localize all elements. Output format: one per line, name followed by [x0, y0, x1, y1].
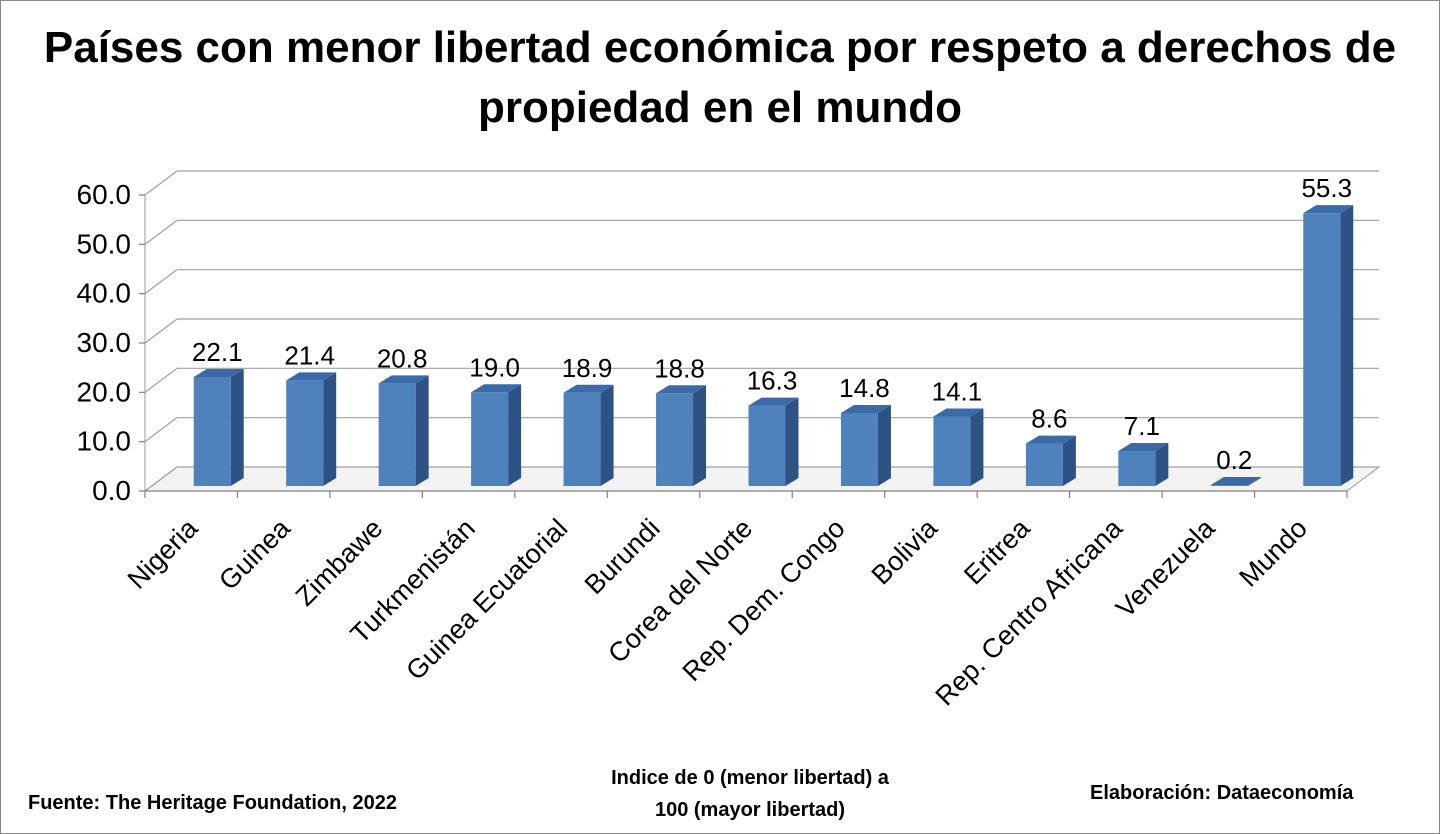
credit-note: Elaboración: Dataeconomía	[1090, 782, 1354, 804]
y-tick-label: 60.0	[77, 179, 132, 210]
data-label: 55.3	[1301, 173, 1352, 203]
data-label: 0.2	[1216, 445, 1252, 475]
bar	[933, 416, 971, 486]
data-label: 14.1	[932, 376, 983, 406]
axis-note-line2: 100 (mayor libertad)	[654, 799, 846, 821]
bar-top	[471, 384, 522, 393]
y-tick-label: 10.0	[77, 426, 132, 457]
y-tick-label: 20.0	[77, 376, 132, 407]
bar-top	[1118, 442, 1169, 451]
data-label: 21.4	[284, 340, 335, 370]
bar-top	[748, 397, 799, 406]
gridline-depth	[144, 170, 178, 196]
bar	[1118, 450, 1156, 486]
bar-side	[785, 397, 799, 486]
source-note: Fuente: The Heritage Foundation, 2022	[28, 792, 397, 814]
gridline-depth	[144, 367, 178, 393]
bar-side	[230, 368, 244, 486]
chart-title: Países con menor libertad económica por …	[43, 23, 1397, 132]
bar	[840, 412, 878, 486]
y-tick-label: 50.0	[77, 228, 132, 259]
bar-top	[1210, 477, 1261, 486]
data-label: 20.8	[377, 343, 428, 373]
x-tick-label: Mundo	[1233, 513, 1313, 593]
axis-note-line1: Indice de 0 (menor libertad) a	[611, 767, 889, 789]
x-tick-label: Nigeria	[122, 512, 204, 594]
bar-top	[286, 372, 337, 381]
bar	[656, 393, 694, 486]
y-tick-label: 40.0	[77, 278, 132, 309]
x-tick-label: Guinea	[213, 512, 296, 595]
gridline-depth	[144, 417, 178, 443]
y-tick-label: 0.0	[92, 475, 131, 506]
gridline-depth	[144, 466, 178, 492]
bar	[1303, 213, 1341, 487]
bar-top	[563, 384, 614, 393]
x-tick-label: Burundi	[579, 513, 666, 600]
bar-top	[378, 375, 429, 384]
bar-top	[933, 408, 984, 417]
bar	[286, 380, 324, 486]
gridline-depth	[144, 219, 178, 245]
x-tick-label: Venezuela	[1110, 512, 1221, 623]
bar-side	[508, 384, 522, 486]
bar	[748, 405, 786, 486]
bar-side	[693, 385, 707, 486]
bar	[563, 392, 601, 486]
bar-side	[415, 375, 429, 486]
bar-side	[1062, 435, 1076, 486]
bar-side	[970, 408, 984, 486]
bar-side	[600, 384, 614, 486]
data-label: 7.1	[1124, 411, 1160, 441]
x-tick-label: Rep. Dem. Congo	[677, 513, 851, 687]
bar-side	[877, 404, 891, 486]
bar	[1025, 443, 1063, 486]
bar-side	[1247, 477, 1261, 486]
bar-side	[323, 372, 337, 486]
bar-top	[656, 385, 707, 394]
y-tick-label: 30.0	[77, 327, 132, 358]
data-label: 19.0	[469, 352, 520, 382]
x-tick-label: Zimbawe	[290, 513, 389, 612]
data-label: 22.1	[192, 337, 243, 367]
bar-side	[1155, 442, 1169, 486]
bar	[378, 383, 416, 486]
gridline-depth	[144, 269, 178, 295]
bar-top	[1303, 205, 1354, 214]
axis-note: Indice de 0 (menor libertad) a 100 (mayo…	[540, 762, 960, 826]
bar-top	[840, 404, 891, 413]
bar-top	[1025, 435, 1076, 444]
x-tick-label: Bolivia	[866, 512, 944, 590]
data-label: 16.3	[747, 366, 798, 396]
x-tick-label: Rep. Centro Africana	[930, 512, 1129, 711]
data-label: 8.6	[1031, 404, 1067, 434]
gridline-depth	[144, 318, 178, 344]
data-label: 18.9	[562, 353, 613, 383]
bar	[471, 392, 509, 486]
bar	[193, 376, 231, 486]
bar-top	[193, 368, 244, 377]
x-tick-label: Eritrea	[958, 512, 1036, 590]
bar-side	[1340, 205, 1354, 487]
x-tick-label: Guinea Ecuatorial	[400, 513, 573, 686]
data-label: 18.8	[654, 353, 705, 383]
data-label: 14.8	[839, 373, 890, 403]
bar	[1210, 485, 1248, 486]
